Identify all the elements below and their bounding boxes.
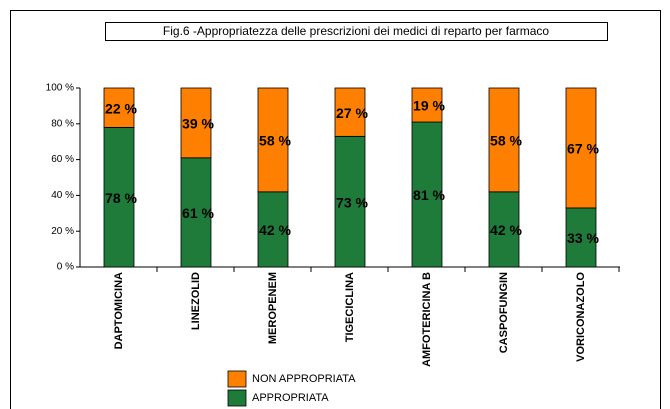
bar-segment <box>334 87 366 137</box>
bar-segment <box>488 87 520 193</box>
x-tick-label: VORICONAZOLO <box>575 272 587 362</box>
bar-segment <box>257 87 289 193</box>
value-label: 58 % <box>490 133 522 149</box>
bar-segment <box>257 191 289 268</box>
legend-swatch <box>227 389 247 407</box>
x-tick-label: CASPOFUNGIN <box>498 272 510 353</box>
value-label: 39 % <box>182 116 214 132</box>
bar-segment <box>180 157 212 268</box>
bar-segment <box>411 87 443 123</box>
bar-segment <box>565 87 597 209</box>
value-label: 78 % <box>105 190 137 206</box>
value-label: 22 % <box>105 100 137 116</box>
value-label: 58 % <box>259 133 291 149</box>
bar-segment <box>103 87 135 128</box>
y-tick-label: 40 % <box>51 190 74 201</box>
value-label: 33 % <box>567 230 599 246</box>
value-label: 81 % <box>413 187 445 203</box>
value-label: 67 % <box>567 141 599 157</box>
y-tick-label: 20 % <box>51 226 74 237</box>
y-tick-label: 80 % <box>51 118 74 129</box>
y-tick-label: 60 % <box>51 154 74 165</box>
title-box <box>105 22 608 41</box>
y-tick-label: 100 % <box>46 83 74 94</box>
value-label: 42 % <box>490 222 522 238</box>
value-label: 61 % <box>182 205 214 221</box>
value-label: 42 % <box>259 222 291 238</box>
legend-label: NON APPROPRIATA <box>252 373 356 385</box>
bar-segment <box>180 87 212 159</box>
chart-title: Fig.6 -Appropriatezza delle prescrizioni… <box>163 24 550 38</box>
value-label: 19 % <box>413 98 445 114</box>
x-tick-label: LINEZOLID <box>190 272 202 330</box>
bar-segment <box>103 126 135 268</box>
x-tick-label: TIGECICLINA <box>344 272 356 342</box>
bar-segment <box>411 121 443 268</box>
x-tick-label: MEROPENEM <box>267 272 279 344</box>
value-label: 27 % <box>336 105 368 121</box>
bar-segment <box>565 207 597 268</box>
x-tick-label: AMFOTERICINA B <box>421 272 433 367</box>
y-tick-label: 0 % <box>57 262 74 273</box>
value-label: 73 % <box>336 194 368 210</box>
legend-label: APPROPRIATA <box>252 392 329 404</box>
frame <box>10 10 661 409</box>
bar-segment <box>488 191 520 268</box>
x-tick-label: DAPTOMICINA <box>113 272 125 349</box>
legend-swatch <box>227 370 247 388</box>
